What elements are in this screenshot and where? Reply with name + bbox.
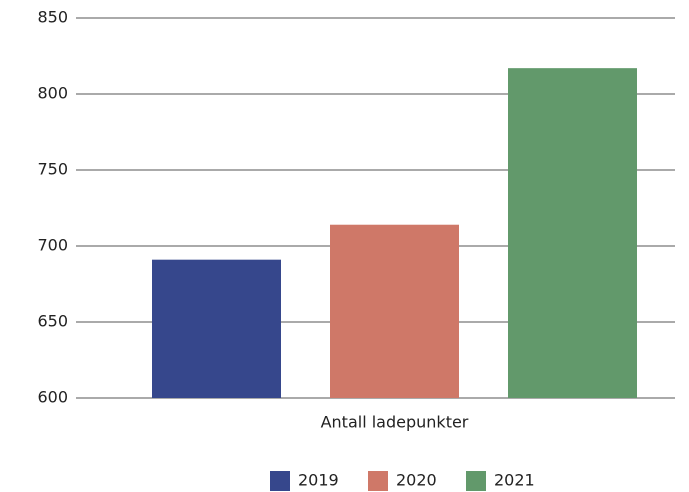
bar (330, 224, 459, 398)
legend-swatch (270, 471, 290, 491)
y-tick-label: 750 (37, 160, 68, 179)
y-tick-label: 800 (37, 84, 68, 103)
y-tick-label: 850 (37, 8, 68, 27)
legend-swatch (368, 471, 388, 491)
legend-label: 2019 (298, 471, 339, 490)
bar (152, 259, 281, 398)
y-tick-label: 700 (37, 236, 68, 255)
legend-label: 2020 (396, 471, 437, 490)
legend-swatch (466, 471, 486, 491)
y-tick-label: 600 (37, 388, 68, 407)
legend-label: 2021 (494, 471, 535, 490)
y-tick-label: 650 (37, 312, 68, 331)
x-tick-label: Antall ladepunkter (321, 413, 469, 432)
bar (508, 68, 637, 398)
